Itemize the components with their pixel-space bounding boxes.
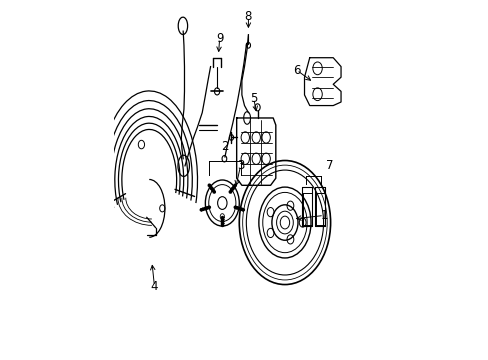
Text: 4: 4 [150,280,158,293]
Text: 2: 2 [221,140,228,153]
Text: 5: 5 [249,92,257,105]
Text: 6: 6 [292,64,300,77]
Text: 9: 9 [216,32,223,45]
Text: 3: 3 [236,159,244,172]
Text: 7: 7 [325,159,332,172]
Text: 8: 8 [244,10,252,23]
Text: 1: 1 [320,209,327,222]
